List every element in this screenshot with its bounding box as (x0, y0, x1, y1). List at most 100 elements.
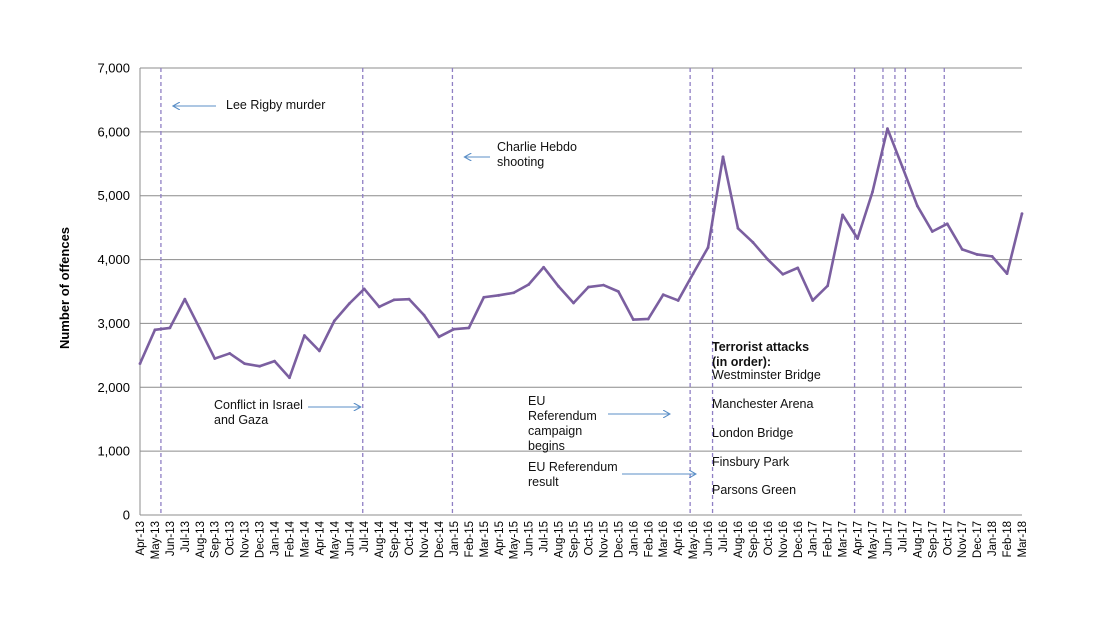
event-lines (160, 68, 945, 515)
data-point (258, 364, 261, 368)
data-point (841, 213, 845, 217)
x-tick-label: Dec-17 (972, 521, 984, 558)
data-point (766, 258, 770, 261)
data-point (213, 357, 217, 360)
x-tick-label: Jun-13 (165, 521, 177, 556)
data-point (811, 299, 815, 302)
data-point (362, 287, 366, 291)
gridlines (139, 67, 1022, 516)
x-tick-label: Jan-18 (987, 521, 999, 556)
x-tick-label: May-16 (688, 521, 700, 559)
x-tick-label: Apr-17 (853, 521, 865, 556)
data-point (945, 222, 949, 226)
annotation-line: EU (528, 394, 546, 408)
data-point (1005, 272, 1009, 276)
data-point (676, 299, 680, 302)
y-axis-label: Number of offences (57, 227, 72, 349)
x-tick-label: Jul-13 (180, 521, 192, 552)
data-point (661, 293, 665, 297)
x-tick-label: Oct-15 (583, 521, 595, 556)
y-axis-ticks: 0 1,000 2,000 3,000 4,000 5,000 6,000 7,000 (97, 61, 130, 523)
data-point (886, 127, 889, 131)
x-tick-label: Sep-13 (210, 521, 222, 558)
data-point (781, 272, 785, 276)
x-tick-label: Apr-13 (135, 521, 147, 556)
x-tick-label: Jan-15 (449, 521, 461, 556)
x-tick-label: Sep-17 (927, 521, 939, 558)
x-tick-label: Jun-17 (882, 521, 894, 556)
data-point (437, 335, 441, 339)
y-tick-label: 0 (123, 508, 130, 523)
x-tick-label: May-13 (150, 521, 162, 559)
data-point (975, 253, 979, 256)
annotation-line: and Gaza (214, 413, 269, 427)
data-point (826, 284, 830, 288)
annotation-line: Referendum (528, 409, 597, 423)
x-tick-label: Apr-16 (673, 521, 685, 556)
data-point (572, 301, 575, 305)
data-point (646, 317, 650, 321)
data-point (452, 327, 456, 331)
annotation-eu-campaign: EU Referendum campaign begins (528, 394, 597, 454)
x-tick-label: Apr-14 (314, 520, 326, 555)
data-point (527, 283, 531, 286)
x-tick-label: Aug-16 (733, 521, 745, 558)
data-point (751, 240, 755, 244)
annotation-terror-2: Manchester Arena (712, 397, 814, 411)
y-tick-label: 2,000 (97, 380, 130, 395)
annotation-line: shooting (497, 155, 545, 169)
x-tick-label: Dec-16 (793, 521, 805, 558)
y-tick-label: 6,000 (97, 124, 130, 139)
data-point (542, 265, 546, 269)
data-point (168, 326, 172, 330)
x-tick-label: Feb-16 (643, 521, 655, 557)
data-point (512, 291, 516, 295)
y-tick-label: 1,000 (97, 444, 130, 459)
data-point (183, 297, 187, 301)
data-point (990, 254, 994, 258)
x-tick-label: Jul-17 (897, 521, 909, 552)
data-point (273, 359, 276, 363)
series-line (138, 127, 1024, 380)
data-point (557, 284, 560, 288)
annotation-line: Terrorist attacks (712, 340, 810, 354)
annotation-terror-4: Finsbury Park (712, 455, 790, 469)
data-point (706, 246, 710, 249)
annotation-line: Charlie Hebdo (497, 140, 577, 154)
annotation-lee-rigby: Lee Rigby murder (226, 98, 326, 112)
x-tick-label: Nov-13 (240, 521, 252, 558)
x-tick-label: Sep-14 (389, 520, 401, 558)
x-tick-label: Aug-17 (912, 521, 924, 558)
y-tick-label: 7,000 (97, 61, 130, 76)
data-point (198, 327, 202, 330)
data-point (482, 295, 486, 299)
data-point (960, 247, 964, 251)
annotation-line: result (528, 475, 559, 489)
x-tick-label: Nov-15 (598, 521, 610, 558)
y-tick-label: 4,000 (97, 252, 130, 267)
data-point (153, 328, 157, 332)
annotation-terror-1: Westminster Bridge (712, 368, 821, 382)
x-tick-label: Oct-16 (763, 521, 775, 556)
data-point (347, 302, 351, 306)
y-tick-label: 5,000 (97, 188, 130, 203)
x-tick-label: Feb-17 (823, 521, 835, 557)
data-point (930, 230, 934, 233)
annotation-eu-result: EU Referendum result (528, 460, 618, 490)
data-point (871, 190, 874, 194)
annotation-line: (in order): (712, 355, 772, 369)
data-point (467, 326, 471, 330)
data-point (228, 352, 232, 355)
x-tick-label: May-14 (329, 520, 341, 559)
x-tick-label: Mar-18 (1017, 521, 1029, 557)
data-point (721, 155, 725, 159)
data-point (422, 313, 426, 317)
data-point (288, 376, 291, 380)
x-tick-label: Dec-15 (613, 521, 625, 558)
annotation-line: EU Referendum (528, 460, 618, 474)
data-point (856, 237, 859, 240)
data-point (691, 272, 695, 276)
data-point (497, 293, 501, 297)
data-point (392, 298, 396, 302)
